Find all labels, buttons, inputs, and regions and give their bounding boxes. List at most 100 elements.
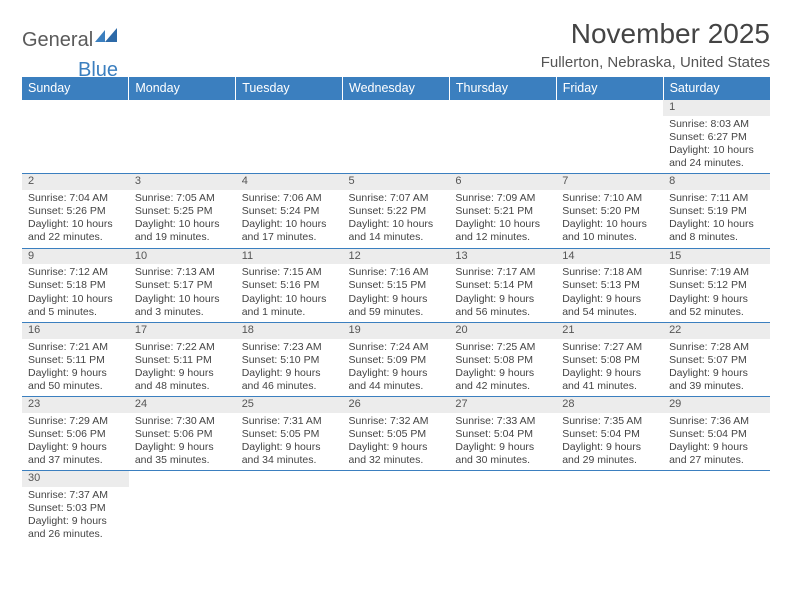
day-number-cell: 18 — [236, 322, 343, 338]
day-detail-cell: Sunrise: 7:24 AMSunset: 5:09 PMDaylight:… — [343, 339, 450, 397]
day-detail-cell: Sunrise: 7:35 AMSunset: 5:04 PMDaylight:… — [556, 413, 663, 471]
day-number-cell — [236, 100, 343, 116]
day-detail-cell — [343, 487, 450, 545]
weekday-header: Saturday — [663, 77, 770, 100]
day-detail-cell: Sunrise: 7:28 AMSunset: 5:07 PMDaylight:… — [663, 339, 770, 397]
day-detail-cell: Sunrise: 7:15 AMSunset: 5:16 PMDaylight:… — [236, 264, 343, 322]
day-detail-cell — [556, 116, 663, 174]
day-detail-cell: Sunrise: 7:29 AMSunset: 5:06 PMDaylight:… — [22, 413, 129, 471]
logo-text-2: Blue — [78, 59, 118, 82]
day-detail-row: Sunrise: 8:03 AMSunset: 6:27 PMDaylight:… — [22, 116, 770, 174]
day-number-cell: 5 — [343, 174, 450, 190]
day-number-cell — [22, 100, 129, 116]
day-number-row: 16171819202122 — [22, 322, 770, 338]
day-detail-cell — [556, 487, 663, 545]
day-number-cell — [343, 471, 450, 487]
day-number-cell: 6 — [449, 174, 556, 190]
location: Fullerton, Nebraska, United States — [541, 54, 770, 71]
day-detail-cell — [343, 116, 450, 174]
day-number-cell: 3 — [129, 174, 236, 190]
logo: General — [22, 28, 121, 52]
day-number-cell — [449, 100, 556, 116]
day-detail-cell: Sunrise: 7:13 AMSunset: 5:17 PMDaylight:… — [129, 264, 236, 322]
day-detail-cell: Sunrise: 7:10 AMSunset: 5:20 PMDaylight:… — [556, 190, 663, 248]
day-detail-cell — [449, 116, 556, 174]
day-number-cell: 29 — [663, 397, 770, 413]
day-detail-cell: Sunrise: 7:21 AMSunset: 5:11 PMDaylight:… — [22, 339, 129, 397]
weekday-header: Wednesday — [343, 77, 450, 100]
day-detail-cell: Sunrise: 7:37 AMSunset: 5:03 PMDaylight:… — [22, 487, 129, 545]
day-detail-cell: Sunrise: 7:22 AMSunset: 5:11 PMDaylight:… — [129, 339, 236, 397]
day-number-cell — [236, 471, 343, 487]
day-detail-cell: Sunrise: 7:04 AMSunset: 5:26 PMDaylight:… — [22, 190, 129, 248]
day-number-row: 1 — [22, 100, 770, 116]
day-number-cell: 16 — [22, 322, 129, 338]
day-detail-row: Sunrise: 7:37 AMSunset: 5:03 PMDaylight:… — [22, 487, 770, 545]
day-detail-cell — [129, 116, 236, 174]
day-detail-cell: Sunrise: 7:18 AMSunset: 5:13 PMDaylight:… — [556, 264, 663, 322]
day-number-row: 9101112131415 — [22, 248, 770, 264]
day-detail-cell: Sunrise: 7:33 AMSunset: 5:04 PMDaylight:… — [449, 413, 556, 471]
day-detail-row: Sunrise: 7:21 AMSunset: 5:11 PMDaylight:… — [22, 339, 770, 397]
day-detail-cell — [236, 116, 343, 174]
day-detail-cell: Sunrise: 7:11 AMSunset: 5:19 PMDaylight:… — [663, 190, 770, 248]
day-number-cell: 17 — [129, 322, 236, 338]
day-number-cell: 11 — [236, 248, 343, 264]
title-block: November 2025 Fullerton, Nebraska, Unite… — [541, 18, 770, 71]
day-detail-cell: Sunrise: 7:23 AMSunset: 5:10 PMDaylight:… — [236, 339, 343, 397]
day-number-cell — [129, 471, 236, 487]
day-number-cell — [449, 471, 556, 487]
header: General November 2025 Fullerton, Nebrask… — [22, 18, 770, 71]
day-detail-cell: Sunrise: 7:06 AMSunset: 5:24 PMDaylight:… — [236, 190, 343, 248]
day-detail-cell: Sunrise: 7:32 AMSunset: 5:05 PMDaylight:… — [343, 413, 450, 471]
day-detail-cell — [236, 487, 343, 545]
day-detail-row: Sunrise: 7:04 AMSunset: 5:26 PMDaylight:… — [22, 190, 770, 248]
day-number-cell: 8 — [663, 174, 770, 190]
day-number-cell: 21 — [556, 322, 663, 338]
day-number-cell: 2 — [22, 174, 129, 190]
day-detail-cell: Sunrise: 7:31 AMSunset: 5:05 PMDaylight:… — [236, 413, 343, 471]
day-detail-cell: Sunrise: 7:07 AMSunset: 5:22 PMDaylight:… — [343, 190, 450, 248]
day-detail-cell — [449, 487, 556, 545]
day-number-cell — [343, 100, 450, 116]
day-detail-cell: Sunrise: 7:05 AMSunset: 5:25 PMDaylight:… — [129, 190, 236, 248]
day-number-cell: 26 — [343, 397, 450, 413]
weekday-header: Tuesday — [236, 77, 343, 100]
day-number-cell: 13 — [449, 248, 556, 264]
day-number-cell: 25 — [236, 397, 343, 413]
day-detail-row: Sunrise: 7:12 AMSunset: 5:18 PMDaylight:… — [22, 264, 770, 322]
calendar-page: General November 2025 Fullerton, Nebrask… — [0, 0, 792, 555]
day-number-cell: 19 — [343, 322, 450, 338]
day-detail-cell: Sunrise: 7:16 AMSunset: 5:15 PMDaylight:… — [343, 264, 450, 322]
day-detail-cell: Sunrise: 7:17 AMSunset: 5:14 PMDaylight:… — [449, 264, 556, 322]
day-number-cell: 1 — [663, 100, 770, 116]
day-detail-cell — [129, 487, 236, 545]
day-detail-cell: Sunrise: 7:25 AMSunset: 5:08 PMDaylight:… — [449, 339, 556, 397]
day-number-cell — [129, 100, 236, 116]
weekday-header: Thursday — [449, 77, 556, 100]
day-number-cell — [663, 471, 770, 487]
logo-flag-icon — [95, 28, 121, 52]
weekday-header: Friday — [556, 77, 663, 100]
day-detail-cell — [663, 487, 770, 545]
day-detail-cell: Sunrise: 7:09 AMSunset: 5:21 PMDaylight:… — [449, 190, 556, 248]
day-number-cell: 28 — [556, 397, 663, 413]
day-number-cell: 14 — [556, 248, 663, 264]
day-detail-cell — [22, 116, 129, 174]
calendar-table: SundayMondayTuesdayWednesdayThursdayFrid… — [22, 77, 770, 545]
day-detail-row: Sunrise: 7:29 AMSunset: 5:06 PMDaylight:… — [22, 413, 770, 471]
month-title: November 2025 — [541, 18, 770, 50]
day-number-row: 30 — [22, 471, 770, 487]
day-number-cell: 15 — [663, 248, 770, 264]
day-number-cell: 4 — [236, 174, 343, 190]
day-detail-cell: Sunrise: 8:03 AMSunset: 6:27 PMDaylight:… — [663, 116, 770, 174]
day-detail-cell: Sunrise: 7:12 AMSunset: 5:18 PMDaylight:… — [22, 264, 129, 322]
weekday-header-row: SundayMondayTuesdayWednesdayThursdayFrid… — [22, 77, 770, 100]
day-detail-cell: Sunrise: 7:19 AMSunset: 5:12 PMDaylight:… — [663, 264, 770, 322]
day-number-cell: 22 — [663, 322, 770, 338]
day-number-cell: 24 — [129, 397, 236, 413]
day-number-cell: 23 — [22, 397, 129, 413]
day-number-cell: 20 — [449, 322, 556, 338]
logo-text-1: General — [22, 29, 93, 52]
day-number-cell — [556, 100, 663, 116]
